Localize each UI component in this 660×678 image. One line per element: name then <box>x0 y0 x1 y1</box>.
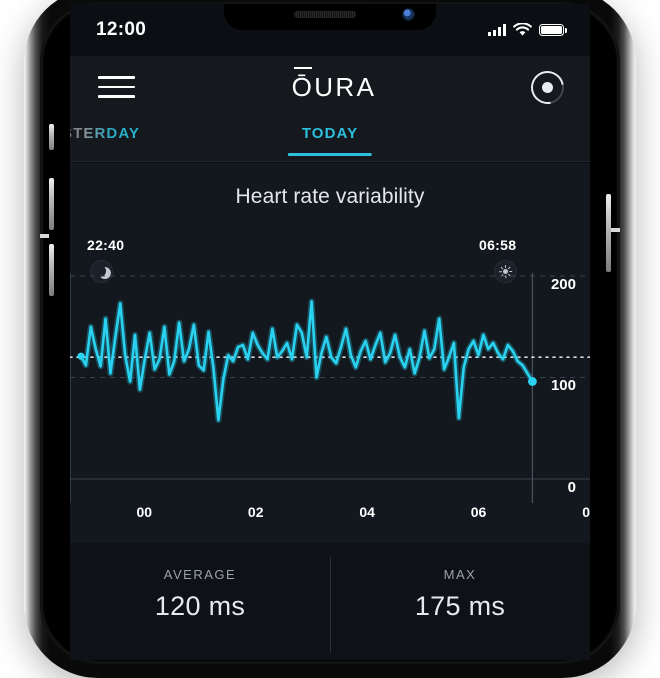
device-notch <box>224 4 436 30</box>
stat-max-value: 175 ms <box>414 591 506 621</box>
front-camera-icon <box>403 9 414 20</box>
x-axis-tick-00: 00 <box>136 504 153 520</box>
hrv-chart-card: Heart rate variability 22:40 06:58 200 1… <box>70 163 590 543</box>
mute-switch-button[interactable] <box>49 124 54 150</box>
app-logo-oura: Ō URA <box>291 66 377 103</box>
volume-up-button[interactable] <box>49 178 54 230</box>
tab-today[interactable]: TODAY <box>287 118 373 156</box>
y-axis-label-200: 200 <box>550 276 576 293</box>
stat-average-label: AVERAGE <box>163 567 237 582</box>
y-axis-label-0: 0 <box>567 479 576 496</box>
frame-antenna-seam-left <box>40 234 49 238</box>
stat-max-label: MAX <box>443 567 477 582</box>
battery-icon <box>539 24 567 36</box>
moon-icon <box>90 260 113 283</box>
status-bar-icons <box>488 23 567 37</box>
stat-average-value: 120 ms <box>154 591 246 621</box>
screenshot-stage: 12:00 Ō URA <box>24 0 636 678</box>
power-button[interactable] <box>606 194 611 272</box>
status-bar: 12:00 <box>70 4 590 56</box>
sun-icon <box>494 260 517 283</box>
app-logo-rest: URA <box>314 71 377 102</box>
x-axis-tick-04: 04 <box>359 504 375 520</box>
stat-average: AVERAGE 120 ms <box>70 543 330 660</box>
app-logo-first-letter: Ō <box>291 66 315 102</box>
stats-divider <box>330 557 331 653</box>
day-tab-bar: STERDAY TODAY <box>70 118 590 162</box>
summary-stats-row: AVERAGE 120 ms MAX 175 ms <box>70 543 590 660</box>
x-axis-tick-02: 02 <box>247 504 264 520</box>
frame-antenna-seam-right <box>611 228 620 232</box>
cellular-bars-icon <box>488 24 506 36</box>
x-axis-tick-08: 08 <box>582 504 590 520</box>
waketime-label: 06:58 <box>479 237 517 253</box>
app-header-bar: Ō URA <box>70 56 590 118</box>
stat-max: MAX 175 ms <box>330 543 590 660</box>
bedtime-label: 22:40 <box>87 237 125 253</box>
tab-yesterday[interactable]: STERDAY <box>70 118 140 155</box>
phone-screen: 12:00 Ō URA <box>70 4 590 660</box>
page-title: Heart rate variability <box>235 185 425 208</box>
y-axis-label-100: 100 <box>550 377 576 394</box>
earpiece-speaker-icon <box>294 11 357 18</box>
volume-down-button[interactable] <box>49 244 54 296</box>
hrv-line-chart[interactable] <box>70 273 590 503</box>
hamburger-menu-icon[interactable] <box>96 72 137 101</box>
x-axis-labels: 00 02 04 06 08 <box>70 504 590 524</box>
x-axis-tick-06: 06 <box>470 504 487 520</box>
wifi-icon <box>513 23 532 36</box>
oura-ring-status-icon[interactable] <box>524 64 571 110</box>
status-bar-clock: 12:00 <box>96 19 147 40</box>
